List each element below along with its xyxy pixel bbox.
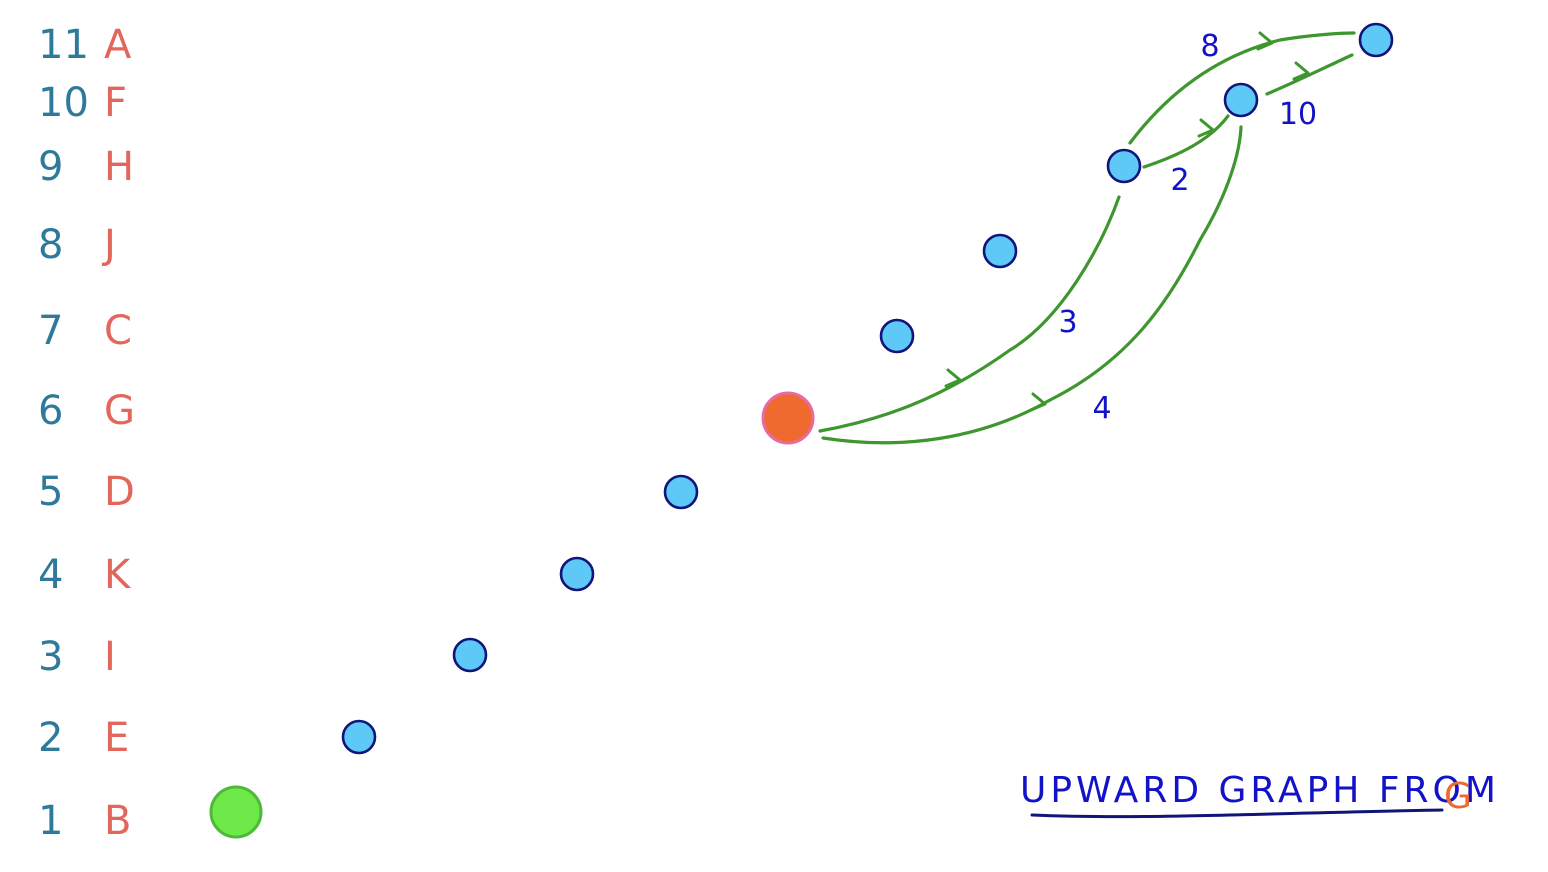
rank-letter: E [104,715,129,761]
edge-weight: 2 [1170,163,1189,198]
node-f [1223,82,1259,118]
rank-number: 11 [38,22,89,68]
node-d [663,474,699,510]
edge-h-a [1128,31,1356,145]
node-k [559,556,595,592]
title-group: UPWARD GRAPH FROM G [1020,770,1500,819]
edge-g-f [821,125,1243,445]
title: UPWARD GRAPH FROM [1020,770,1500,811]
rank-letter: F [104,80,127,126]
rank-letter: B [104,798,131,844]
arrowhead [944,368,962,388]
edge-f-a [1265,53,1354,96]
rank-number: 1 [38,798,63,844]
node-b [209,785,263,839]
arrowhead [1197,118,1215,138]
rank-number: 10 [38,80,89,126]
title-underline [1030,808,1444,819]
rank-letter: K [104,552,132,598]
node-c [879,318,915,354]
edge-weight: 3 [1058,305,1077,340]
rank-letter: I [104,634,116,680]
rank-letter: H [104,144,134,190]
rank-number: 3 [38,634,63,680]
rank-number: 6 [38,388,63,434]
node-h [1106,148,1142,184]
rank-number: 8 [38,222,63,268]
edge-h-f [1142,114,1230,169]
edge-weights: 3 4 2 8 10 [1058,29,1317,426]
rank-number: 4 [38,552,63,598]
arrowhead [1256,31,1274,51]
edge-g-h [818,195,1121,433]
arrowhead [1029,392,1047,412]
rank-letter: J [101,222,116,268]
title-highlight: G [1444,776,1472,817]
rank-letter: C [104,308,132,354]
edge-weight: 8 [1200,29,1219,64]
node-e [341,719,377,755]
nodes [209,22,1394,839]
edge-weight: 10 [1279,97,1317,132]
rank-letter: A [104,22,132,68]
node-a [1358,22,1394,58]
node-j [982,233,1018,269]
node-i [452,637,488,673]
rank-number: 7 [38,308,63,354]
rank-letter: G [104,388,135,434]
rank-letter: D [104,469,135,515]
rank-number: 2 [38,715,63,761]
rank-labels: 11 A 10 F9 H8 J7 C6 G5 D4 K3 I2 E1 B [38,22,135,844]
edge-weight: 4 [1092,391,1111,426]
rank-number: 9 [38,144,63,190]
arrowhead [1292,61,1310,81]
edges [818,31,1356,445]
node-g [761,391,815,445]
rank-number: 5 [38,469,63,515]
